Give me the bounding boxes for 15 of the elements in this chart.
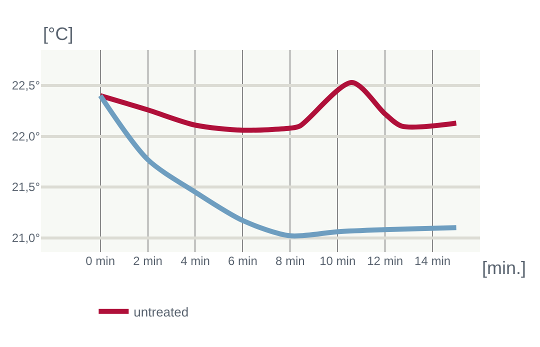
x-tick-label: 6 min: [228, 254, 258, 268]
y-tick-label: 22,0°: [12, 129, 40, 144]
y-tick-label: 22,5°: [12, 78, 40, 93]
y-tick-label: 21,0°: [12, 230, 40, 245]
y-axis-title: [°C]: [43, 24, 74, 44]
x-tick-label: 14 min: [414, 254, 451, 268]
x-tick-label: 8 min: [275, 254, 305, 268]
x-tick-label: 4 min: [180, 254, 210, 268]
x-tick-label: 10 min: [320, 254, 356, 268]
x-tick-label: 12 min: [367, 254, 404, 268]
x-tick-label: 0 min: [86, 254, 115, 268]
x-axis-title: [min.]: [482, 258, 526, 278]
legend-label: untreated: [134, 304, 189, 320]
y-tick-label: 21,5°: [12, 180, 40, 194]
x-tick-label: 2 min: [133, 254, 162, 268]
